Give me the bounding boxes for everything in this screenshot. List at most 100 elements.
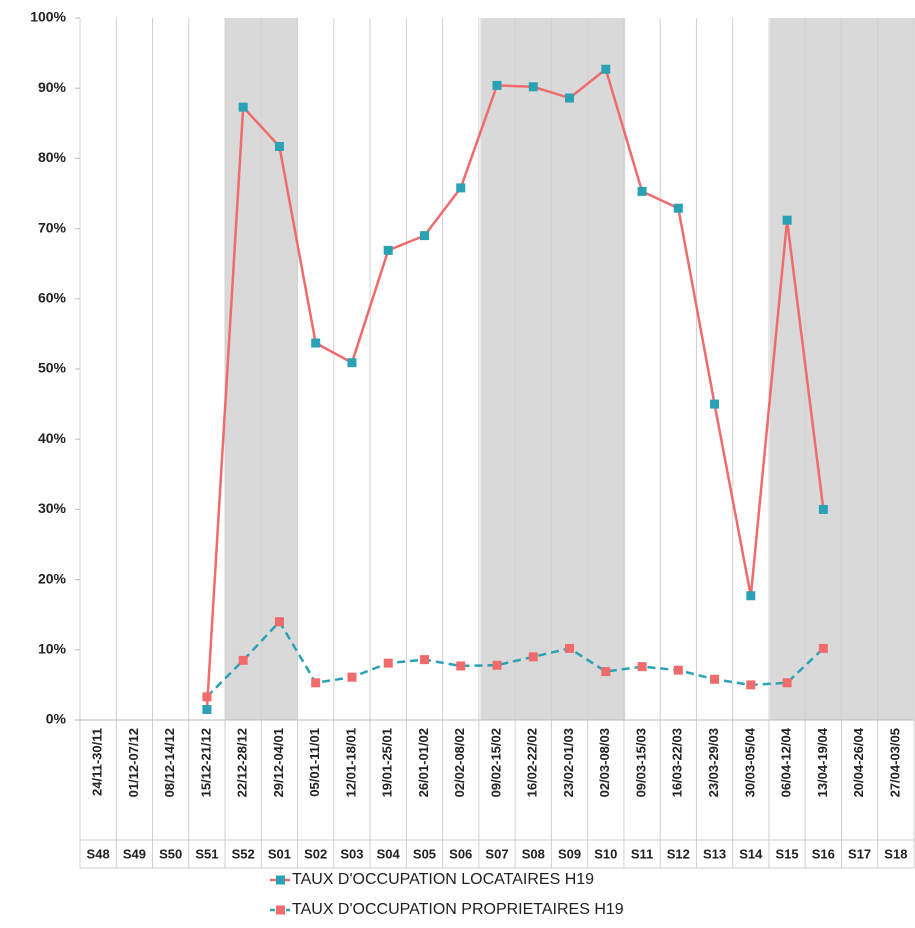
- x-tick-label: 12/01-18/01: [343, 728, 358, 797]
- x-tick-label: 16/03-22/03: [670, 728, 685, 797]
- data-point: [710, 399, 720, 409]
- week-label: S50: [159, 846, 182, 861]
- week-label: S49: [123, 846, 146, 861]
- week-label: S09: [558, 846, 581, 861]
- week-label: S11: [631, 846, 653, 861]
- data-point: [673, 665, 683, 675]
- data-point: [383, 658, 393, 668]
- data-point: [492, 660, 502, 670]
- data-point: [637, 662, 647, 672]
- y-tick-label: 60%: [38, 290, 67, 306]
- x-tick-label: 27/04-03/05: [887, 728, 902, 797]
- week-label: S03: [340, 846, 363, 861]
- y-tick-label: 100%: [30, 9, 66, 25]
- week-label: S18: [884, 846, 907, 861]
- y-tick-label: 90%: [38, 79, 67, 95]
- x-tick-label: 02/03-08/03: [597, 728, 612, 797]
- y-tick-label: 40%: [38, 430, 67, 446]
- data-point: [202, 692, 212, 702]
- x-tick-label: 09/03-15/03: [633, 728, 648, 797]
- data-point: [637, 186, 647, 196]
- data-point: [782, 678, 792, 688]
- series-line: [205, 67, 825, 710]
- x-tick-label: 15/12-21/12: [198, 728, 213, 797]
- y-tick-label: 30%: [38, 500, 67, 516]
- data-point: [601, 64, 611, 74]
- data-point: [528, 82, 538, 92]
- x-tick-label: 23/03-29/03: [706, 728, 721, 797]
- legend-marker: [276, 875, 285, 885]
- series-line: [206, 619, 825, 698]
- legend-label: TAUX D'OCCUPATION PROPRIETAIRES H19: [292, 901, 624, 918]
- week-label: S08: [522, 846, 545, 861]
- x-tick-label: 16/02-22/02: [525, 728, 540, 797]
- y-tick-label: 20%: [38, 570, 67, 586]
- week-label: S12: [667, 846, 690, 861]
- data-point: [710, 674, 720, 684]
- data-point: [383, 245, 393, 255]
- data-point: [746, 591, 756, 601]
- data-point: [565, 643, 575, 653]
- data-point: [419, 655, 429, 665]
- data-point: [238, 102, 248, 112]
- week-label: S13: [703, 846, 726, 861]
- data-point: [311, 678, 321, 688]
- week-label: S51: [195, 846, 218, 861]
- week-label: S06: [449, 846, 472, 861]
- y-tick-label: 10%: [38, 641, 67, 657]
- y-tick-label: 0%: [46, 711, 67, 727]
- x-tick-label: 06/04-12/04: [779, 727, 794, 797]
- x-tick-label: 30/03-05/04: [742, 727, 757, 797]
- data-point: [347, 672, 357, 682]
- data-point: [818, 643, 828, 653]
- data-point: [528, 652, 538, 662]
- y-tick-label: 80%: [38, 149, 67, 165]
- week-label: S14: [739, 846, 763, 861]
- x-tick-label: 13/04-19/04: [815, 727, 830, 797]
- x-tick-label: 05/01-11/01: [307, 728, 322, 797]
- data-point: [419, 231, 429, 241]
- x-tick-label: 01/12-07/12: [126, 728, 141, 797]
- week-label: S04: [377, 846, 401, 861]
- data-point: [565, 93, 575, 103]
- data-point: [274, 141, 284, 151]
- legend-label: TAUX D'OCCUPATION LOCATAIRES H19: [292, 871, 594, 888]
- x-tick-label: 22/12-28/12: [235, 728, 250, 797]
- x-tick-label: 24/11-30/11: [90, 728, 105, 796]
- week-label: S17: [848, 846, 871, 861]
- week-label: S10: [594, 846, 617, 861]
- data-point: [202, 704, 212, 714]
- x-tick-label: 19/01-25/01: [380, 728, 395, 797]
- week-label: S48: [87, 846, 110, 861]
- data-point: [238, 655, 248, 665]
- y-tick-label: 70%: [38, 219, 67, 235]
- week-label: S52: [232, 846, 255, 861]
- data-point: [782, 215, 792, 225]
- week-label: S16: [812, 846, 835, 861]
- data-point: [492, 80, 502, 90]
- x-tick-label: 20/04-26/04: [851, 727, 866, 797]
- week-label: S15: [776, 846, 799, 861]
- week-label: S05: [413, 846, 436, 861]
- week-label: S01: [268, 846, 291, 861]
- data-point: [673, 203, 683, 213]
- y-tick-label: 50%: [38, 360, 67, 376]
- shaded-period: [770, 18, 915, 720]
- data-point: [456, 183, 466, 193]
- week-label: S07: [485, 846, 508, 861]
- x-tick-label: 02/02-08/02: [452, 728, 467, 797]
- legend-marker: [276, 905, 285, 915]
- week-label: S02: [304, 846, 327, 861]
- data-point: [746, 680, 756, 690]
- x-tick-label: 29/12-04/01: [271, 728, 286, 797]
- data-point: [818, 504, 828, 514]
- x-tick-label: 26/01-01/02: [416, 728, 431, 797]
- shaded-period: [480, 18, 626, 720]
- data-point: [274, 617, 284, 627]
- x-tick-label: 09/02-15/02: [488, 728, 503, 797]
- x-tick-label: 23/02-01/03: [561, 728, 576, 797]
- data-point: [347, 358, 357, 368]
- data-point: [456, 661, 466, 671]
- x-tick-label: 08/12-14/12: [162, 728, 177, 797]
